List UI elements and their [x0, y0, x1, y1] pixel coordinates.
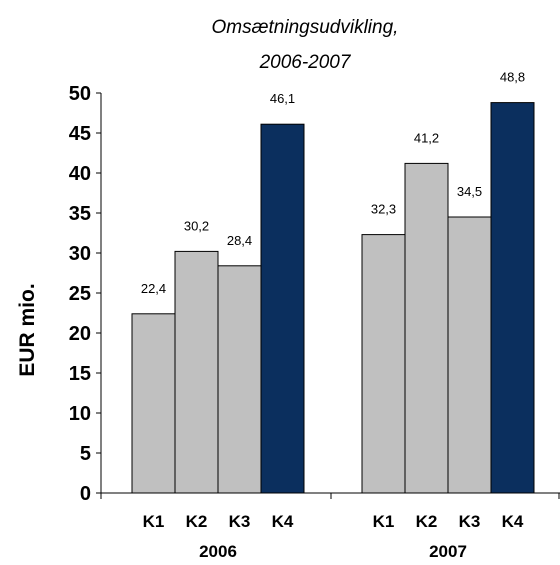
data-label: 48,8	[500, 70, 525, 85]
y-tick-label: 40	[69, 163, 91, 185]
bar-2006-k3	[217, 265, 262, 494]
y-tick-label: 30	[69, 243, 91, 265]
y-tick-label: 25	[69, 283, 91, 305]
y-tick-label: 15	[69, 363, 91, 385]
x-tick-label: K4	[272, 512, 294, 531]
x-tick-label: K2	[416, 512, 438, 531]
data-label: 46,1	[270, 91, 295, 106]
data-label: 41,2	[414, 130, 439, 145]
x-tick-label: K2	[186, 512, 208, 531]
y-tick-label: 10	[69, 403, 91, 425]
chart-title-line-2: 2006-2007	[259, 52, 352, 73]
data-label: 22,4	[141, 281, 166, 296]
bar-2007-k4	[490, 102, 535, 494]
y-tick-label: 45	[69, 123, 91, 145]
plot-area: 0 5 10 15 20 25 30 35 40 45 50 22,4 K1 30,2 K2 28,4 K3 46…	[69, 70, 560, 561]
data-label: 30,2	[184, 218, 209, 233]
bar-2006-k4	[260, 123, 305, 494]
y-tick-label: 20	[69, 323, 91, 345]
group-label-2007: 2007	[429, 542, 467, 561]
y-tick-label: 0	[80, 483, 91, 505]
bar-2006-k2	[174, 250, 219, 494]
x-tick-label: K4	[502, 512, 524, 531]
y-tick-label: 35	[69, 203, 91, 225]
y-tick-label: 5	[80, 443, 91, 465]
data-label: 32,3	[371, 202, 396, 217]
x-tick-label: K3	[229, 512, 251, 531]
x-tick-label: K1	[143, 512, 165, 531]
chart-title: Omsætningsudvikling, 2006-2007	[212, 17, 399, 73]
data-label: 28,4	[227, 233, 252, 248]
x-tick-label: K1	[373, 512, 395, 531]
bar-2007-k3	[447, 216, 492, 494]
bar-2007-k1	[361, 234, 406, 494]
group-label-2006: 2006	[199, 542, 237, 561]
y-tick-label: 50	[69, 83, 91, 105]
x-tick-label: K3	[459, 512, 481, 531]
bar-2006-k1	[131, 313, 176, 494]
chart-title-line-1: Omsætningsudvikling,	[212, 17, 399, 38]
bar-2007-k2	[404, 162, 449, 494]
y-axis-label: EUR mio.	[16, 283, 39, 376]
data-label: 34,5	[457, 184, 482, 199]
